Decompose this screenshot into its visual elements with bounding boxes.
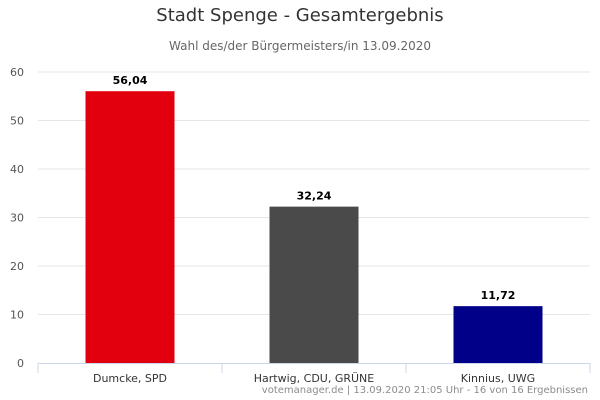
bar <box>453 306 543 363</box>
data-label: 56,04 <box>113 74 148 87</box>
chart-footer: votemanager.de | 13.09.2020 21:05 Uhr - … <box>261 385 588 396</box>
x-category-label: Kinnius, UWG <box>461 372 535 385</box>
bars: 56,04 32,24 11,72 <box>85 74 543 364</box>
data-label: 11,72 <box>481 289 516 302</box>
y-tick-label: 60 <box>10 66 24 79</box>
x-axis: Dumcke, SPD Hartwig, CDU, GRÜNE Kinnius, U… <box>37 363 591 385</box>
data-label: 32,24 <box>297 190 332 203</box>
y-tick-label: 0 <box>17 357 24 370</box>
x-category-label: Dumcke, SPD <box>93 372 167 385</box>
y-axis-ticks: 0 10 20 30 40 50 60 <box>10 66 24 370</box>
y-tick-label: 20 <box>10 260 24 273</box>
bar <box>269 206 359 363</box>
y-tick-label: 10 <box>10 309 24 322</box>
chart-title: Stadt Spenge - Gesamtergebnis <box>156 5 444 26</box>
y-tick-label: 40 <box>10 163 24 176</box>
x-category-label: Hartwig, CDU, GRÜNE <box>254 372 375 385</box>
y-tick-label: 30 <box>10 212 24 225</box>
y-tick-label: 50 <box>10 115 24 128</box>
chart-subtitle: Wahl des/der Bürgermeisters/in 13.09.202… <box>169 39 431 53</box>
bar <box>85 91 175 364</box>
